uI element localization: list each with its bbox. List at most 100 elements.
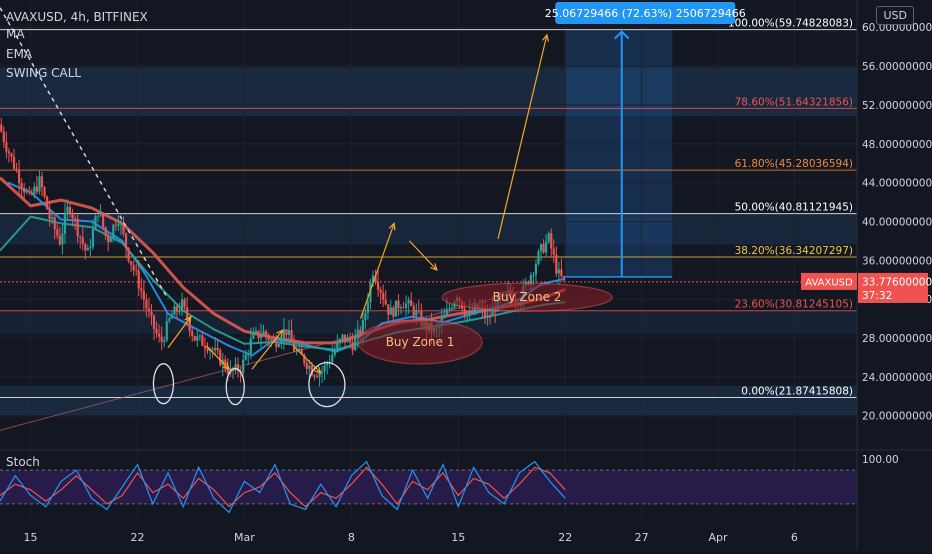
arrow-head bbox=[313, 366, 322, 374]
candle-body bbox=[537, 251, 540, 265]
candle-body bbox=[547, 233, 550, 242]
trend-line[interactable] bbox=[0, 283, 551, 431]
candle-body bbox=[168, 318, 171, 322]
candle-body bbox=[58, 235, 61, 245]
candle-body bbox=[79, 236, 82, 238]
time-tick-label: 8 bbox=[348, 531, 355, 544]
candle-body bbox=[140, 288, 143, 292]
candle-body bbox=[198, 335, 201, 337]
candle-body bbox=[147, 308, 151, 312]
candle-body bbox=[23, 187, 26, 193]
indicator-ema[interactable]: EMA bbox=[6, 47, 33, 61]
candle-body bbox=[193, 335, 196, 341]
candle-body bbox=[38, 176, 41, 192]
annotation-arrow[interactable] bbox=[497, 34, 548, 240]
annotation-arrow[interactable] bbox=[292, 345, 322, 374]
candle-body bbox=[71, 213, 74, 219]
candle-body bbox=[338, 338, 341, 343]
candle-body bbox=[175, 306, 179, 312]
candle-body bbox=[99, 213, 102, 216]
candle-body bbox=[35, 186, 39, 192]
candle-body bbox=[364, 312, 367, 321]
price-tag-countdown: 37:32 bbox=[862, 290, 892, 302]
candle-body bbox=[285, 329, 288, 336]
candle-body bbox=[84, 243, 87, 251]
low-circle[interactable] bbox=[308, 361, 346, 408]
candle-body bbox=[257, 330, 260, 339]
stoch-k-line bbox=[0, 460, 566, 514]
price-tag-box[interactable] bbox=[858, 272, 928, 303]
time-tick-label: 6 bbox=[791, 531, 798, 544]
candle-body bbox=[282, 329, 285, 340]
candle-body bbox=[252, 332, 255, 339]
candle-body bbox=[56, 229, 59, 236]
candle-body bbox=[20, 183, 23, 188]
price-tick-label: 40.00000000 bbox=[862, 216, 932, 228]
candle-body bbox=[30, 192, 33, 195]
measure-box[interactable] bbox=[565, 29, 673, 277]
buy-zone-ellipse[interactable] bbox=[441, 282, 613, 312]
stoch-title[interactable]: Stoch bbox=[6, 455, 40, 469]
candle-body bbox=[529, 275, 532, 285]
low-circle[interactable] bbox=[152, 363, 175, 405]
annotation-arrow[interactable] bbox=[359, 223, 395, 319]
candle-body bbox=[86, 247, 89, 251]
candle-body bbox=[280, 339, 283, 344]
candle-body bbox=[341, 334, 344, 339]
buy-zone-label: Buy Zone 1 bbox=[386, 335, 455, 349]
candle-body bbox=[12, 156, 16, 169]
candle-body bbox=[555, 254, 558, 274]
candle-body bbox=[109, 237, 112, 243]
candle-body bbox=[122, 223, 125, 234]
price-tick-label: 60.00000000 bbox=[862, 22, 932, 34]
candle-body bbox=[119, 223, 123, 225]
low-circle[interactable] bbox=[225, 367, 245, 406]
candle-body bbox=[127, 247, 130, 262]
price-tag-symbol-box[interactable] bbox=[801, 272, 857, 290]
annotation-arrow[interactable] bbox=[167, 316, 192, 349]
price-tick-label: 48.00000000 bbox=[862, 139, 932, 151]
candle-body bbox=[242, 359, 245, 373]
currency-button[interactable]: USD bbox=[876, 6, 914, 25]
candle-body bbox=[463, 308, 466, 316]
fib-level-label: 50.00%(40.81121945) bbox=[735, 202, 853, 214]
annotation-arrow[interactable] bbox=[205, 345, 230, 370]
indicator-swing-call[interactable]: SWING CALL bbox=[6, 66, 82, 80]
candle-body bbox=[448, 308, 451, 310]
stoch-tick-label: 100.00 bbox=[862, 454, 899, 466]
price-tick-label: 20.00000000 bbox=[862, 411, 932, 423]
price-tick-label: 24.00000000 bbox=[862, 372, 932, 384]
candle-body bbox=[76, 218, 79, 237]
candle-body bbox=[468, 310, 471, 316]
candle-body bbox=[354, 337, 357, 351]
annotation-arrow[interactable] bbox=[251, 329, 284, 370]
candle-body bbox=[402, 307, 405, 309]
candle-body bbox=[145, 299, 148, 309]
indicator-ma[interactable]: MA bbox=[6, 27, 25, 41]
candle-body bbox=[191, 331, 194, 336]
candle-body bbox=[28, 191, 31, 193]
candle-body bbox=[412, 306, 415, 316]
price-tick-label: 56.00000000 bbox=[862, 61, 932, 73]
trend-line[interactable] bbox=[0, 7, 169, 300]
arrow-head bbox=[184, 315, 192, 324]
candle-body bbox=[74, 218, 77, 220]
candle-body bbox=[351, 342, 354, 351]
candle-body bbox=[326, 363, 329, 366]
annotation-arrow[interactable] bbox=[408, 240, 438, 271]
candle-body bbox=[303, 354, 306, 363]
candle-body bbox=[10, 153, 13, 157]
candle-body bbox=[63, 214, 67, 234]
buy-zone-ellipse[interactable] bbox=[357, 319, 483, 365]
candle-body bbox=[359, 329, 362, 336]
price-tick-label: 44.00000000 bbox=[862, 178, 932, 190]
candle-body bbox=[152, 315, 156, 330]
candle-body bbox=[114, 224, 117, 226]
candle-body bbox=[96, 215, 100, 217]
fib-level-label: 38.20%(36.34207297) bbox=[735, 245, 853, 257]
symbol-title[interactable]: AVAXUSD, 4h, BITFINEX bbox=[6, 10, 148, 24]
candle-body bbox=[290, 329, 293, 342]
time-tick-label: 15 bbox=[24, 531, 38, 544]
candle-body bbox=[471, 310, 474, 313]
